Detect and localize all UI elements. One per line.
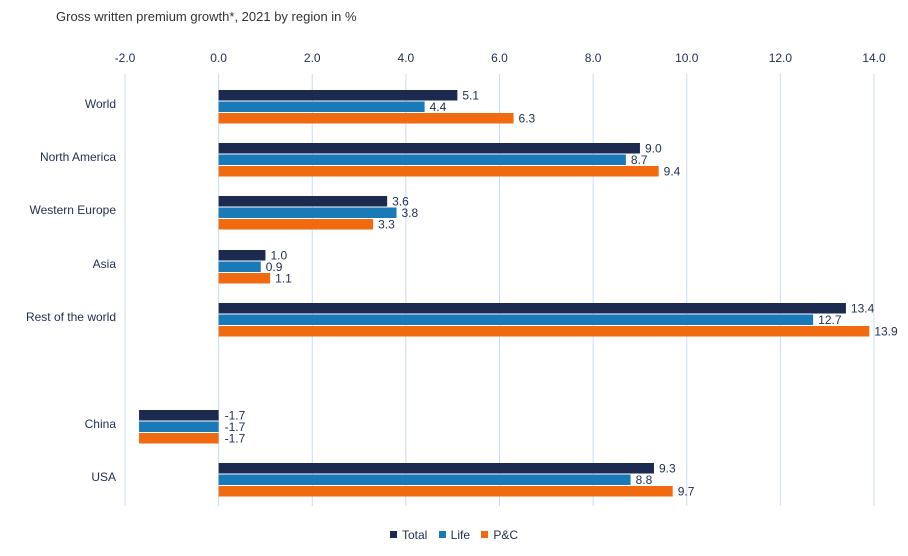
legend-item-total: Total <box>389 527 428 542</box>
legend-label-life: Life <box>450 527 471 542</box>
category-label: Rest of the world <box>26 310 116 324</box>
bar <box>218 314 814 325</box>
bar <box>218 219 374 230</box>
legend-label-total: Total <box>401 527 428 542</box>
bar <box>218 207 397 218</box>
data-label: 13.9 <box>874 325 898 339</box>
legend-swatch-pc <box>481 531 489 538</box>
data-label: 8.7 <box>631 153 648 167</box>
data-label: 4.4 <box>430 100 447 114</box>
bar <box>218 326 870 337</box>
x-tick-label: 14.0 <box>862 51 886 65</box>
bar <box>218 463 654 474</box>
data-label: 9.0 <box>645 142 662 156</box>
data-label: 1.1 <box>275 272 292 286</box>
legend: Total Life P&C <box>0 527 908 542</box>
bar <box>218 250 266 261</box>
bar <box>218 154 626 165</box>
data-label: 6.3 <box>519 112 536 126</box>
data-label: -1.7 <box>225 432 246 446</box>
bar <box>218 486 673 497</box>
legend-item-life: Life <box>438 527 471 542</box>
data-label: 9.4 <box>664 165 681 179</box>
data-label: -1.7 <box>225 409 246 423</box>
category-label: World <box>85 97 116 111</box>
bar <box>218 303 846 314</box>
bar <box>218 196 388 207</box>
data-label: 3.8 <box>402 206 419 220</box>
bar <box>218 143 640 154</box>
data-label: 9.3 <box>659 462 676 476</box>
bar <box>139 410 219 421</box>
data-label: 3.3 <box>378 218 395 232</box>
x-tick-label: 12.0 <box>769 51 793 65</box>
bar <box>218 166 659 177</box>
data-label: 1.0 <box>270 249 287 263</box>
data-label: 8.8 <box>636 473 653 487</box>
x-tick-label: 6.0 <box>491 51 508 65</box>
x-tick-label: -2.0 <box>115 51 136 65</box>
legend-label-pc: P&C <box>493 527 519 542</box>
bar <box>218 113 514 124</box>
legend-swatch-life <box>438 531 446 538</box>
x-tick-label: 4.0 <box>398 51 415 65</box>
x-tick-label: 10.0 <box>675 51 699 65</box>
bar <box>218 101 425 112</box>
data-label: 5.1 <box>462 89 479 103</box>
legend-item-pc: P&C <box>481 528 518 542</box>
data-label: 0.9 <box>266 260 283 274</box>
bar <box>139 421 219 432</box>
data-label: 13.4 <box>851 302 875 316</box>
bar <box>218 90 458 101</box>
legend-swatch-total <box>389 531 397 538</box>
data-label: -1.7 <box>225 420 246 434</box>
bar <box>218 474 631 485</box>
bar <box>218 273 271 284</box>
category-label: North America <box>40 150 116 164</box>
bar <box>139 433 219 444</box>
category-label: Western Europe <box>30 203 117 217</box>
category-label: USA <box>91 470 116 484</box>
category-label: Asia <box>93 257 117 271</box>
data-label: 3.6 <box>392 195 409 209</box>
category-label: China <box>85 417 117 431</box>
data-label: 9.7 <box>678 485 695 499</box>
chart-title: Gross written premium growth*, 2021 by r… <box>56 9 357 24</box>
x-tick-label: 2.0 <box>304 51 321 65</box>
bar <box>218 261 261 272</box>
data-label: 12.7 <box>818 313 842 327</box>
x-tick-label: 8.0 <box>585 51 602 65</box>
x-tick-label: 0.0 <box>210 51 227 65</box>
